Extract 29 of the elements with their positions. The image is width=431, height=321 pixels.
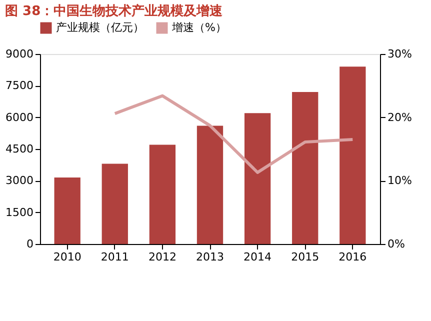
- y2-tick-label: 10%: [388, 174, 412, 188]
- y2-tick-label: 30%: [388, 48, 412, 60]
- x-tick-label: 2014: [244, 250, 272, 264]
- line-series: [113, 94, 354, 174]
- legend-label: 产业规模（亿元）: [56, 21, 144, 34]
- y2-tick-label: 20%: [388, 110, 412, 124]
- legend-label: 增速（%）: [171, 21, 226, 34]
- y2-tick-label: 0%: [388, 238, 405, 250]
- y-tick-label: 3000: [6, 174, 34, 188]
- x-tick-label: 2010: [53, 250, 82, 264]
- y-tick-label: 1500: [6, 206, 34, 219]
- bar: [149, 144, 176, 244]
- x-tick-label: 2015: [291, 250, 320, 264]
- x-tick-label: 2016: [338, 250, 367, 264]
- bar: [292, 92, 318, 244]
- bar: [340, 66, 366, 244]
- bar: [244, 113, 271, 244]
- y-tick-label: 9000: [6, 48, 34, 60]
- y-tick-label: 7500: [6, 79, 34, 92]
- y-tick-label: 0: [26, 238, 34, 250]
- bar: [196, 126, 224, 244]
- y-tick-label: 6000: [6, 110, 34, 124]
- x-tick-label: 2013: [196, 250, 224, 264]
- bar: [102, 164, 128, 244]
- y-tick-label: 4500: [6, 142, 34, 156]
- x-tick-label: 2011: [100, 250, 129, 264]
- x-tick-label: 2012: [148, 250, 176, 264]
- chart-title: 图 38：中国生物技术产业规模及增速: [5, 3, 224, 19]
- bar: [54, 178, 80, 244]
